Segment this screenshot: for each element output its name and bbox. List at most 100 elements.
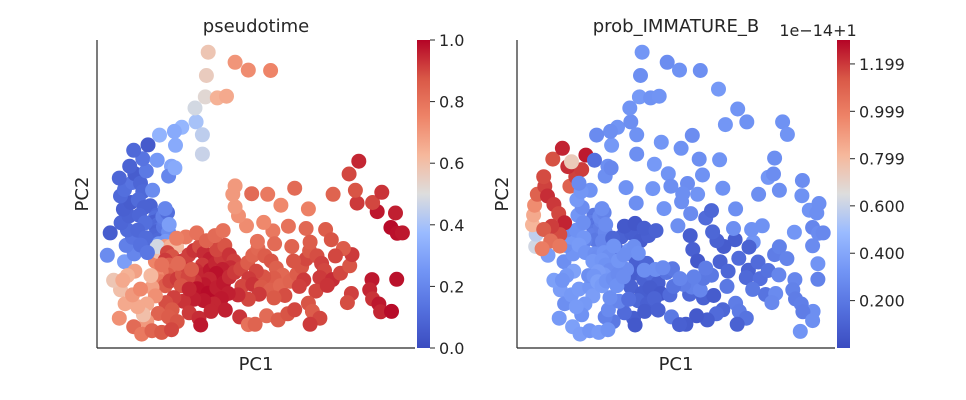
- scatter-point: [111, 310, 127, 326]
- scatter-point: [726, 221, 741, 236]
- colorbar-tick-label: 0.600: [859, 197, 905, 216]
- scatter-point: [170, 255, 186, 271]
- scatter-point: [616, 305, 632, 321]
- scatter-point: [536, 222, 552, 237]
- scatter-point: [157, 201, 173, 217]
- scatter-point: [698, 260, 714, 276]
- scatter-point: [689, 308, 705, 324]
- scatter-point: [792, 323, 808, 339]
- scatter-point: [536, 169, 552, 185]
- scatter-point: [545, 151, 561, 167]
- scatter-point: [794, 173, 810, 188]
- scatter-point: [286, 253, 301, 269]
- scatter-point: [636, 220, 652, 236]
- scatter-point: [775, 114, 791, 130]
- scatter-point: [554, 272, 570, 288]
- scatter-point: [111, 170, 127, 186]
- scatter-point: [374, 184, 390, 200]
- y-axis-label: PC2: [492, 177, 513, 212]
- scatter-point: [684, 127, 700, 143]
- scatter-point: [631, 89, 647, 105]
- scatter-point: [167, 160, 183, 176]
- scatter-point: [705, 224, 721, 240]
- scatter-point: [300, 201, 316, 217]
- scatter-point: [298, 221, 314, 236]
- scatter-point: [102, 225, 118, 241]
- scatter-point: [571, 175, 587, 191]
- colorbar: [837, 40, 850, 348]
- colorbar-tick-label: 0.999: [859, 102, 905, 121]
- scatter-point: [805, 313, 821, 329]
- scatter-point: [149, 152, 165, 168]
- scatter-point: [130, 299, 146, 315]
- colorbar-tick-label: 1.199: [859, 55, 905, 74]
- scatter-point: [627, 317, 643, 333]
- scatter-point: [564, 154, 579, 170]
- scatter-point: [779, 251, 795, 267]
- scatter-point: [692, 63, 708, 78]
- scatter-point: [633, 68, 648, 83]
- scatter-point: [568, 299, 584, 315]
- scatter-point: [267, 236, 283, 252]
- scatter-point: [630, 245, 646, 261]
- scatter-point: [534, 241, 550, 257]
- scatter-point: [587, 152, 602, 168]
- scatter-point: [139, 245, 155, 261]
- scatter-point: [145, 182, 161, 198]
- chart-title: prob_IMMATURE_B: [593, 16, 760, 37]
- scatter-point: [388, 205, 403, 221]
- scatter-point: [663, 178, 679, 194]
- scatter-point: [650, 302, 666, 318]
- scatter-point: [197, 89, 213, 105]
- scatter-point: [720, 263, 736, 279]
- scatter-point: [685, 242, 701, 257]
- scatter-point: [786, 224, 802, 240]
- scatter-point: [347, 182, 363, 198]
- scatter-point: [138, 163, 154, 179]
- scatter-point: [764, 295, 780, 311]
- scatter-point: [656, 201, 672, 217]
- x-axis-label: PC1: [239, 354, 274, 375]
- scatter-point: [634, 44, 650, 60]
- scatter-point: [602, 290, 618, 306]
- scatter-point: [302, 234, 318, 250]
- scatter-point: [280, 218, 296, 234]
- scatter-point: [745, 281, 761, 297]
- colorbar-ticks: 0.200 0.400 0.600 0.799 0.999 1.199: [850, 55, 905, 311]
- scatter-point: [730, 101, 746, 117]
- scatter-point: [217, 302, 233, 318]
- scatter-point: [287, 180, 303, 196]
- colorbar-ticks: 0.0 0.2 0.4 0.6 0.8 1.0: [430, 31, 464, 358]
- colorbar-offset-text: 1e−14+1: [779, 21, 856, 40]
- scatter-point: [164, 322, 179, 338]
- scatter-point: [349, 195, 365, 211]
- panel-pseudotime: pseudotime PC1 PC2 0.0 0.2 0.4 0.6 0.8 1.0: [72, 16, 464, 375]
- scatter-point: [389, 271, 405, 287]
- scatter-point: [600, 302, 616, 318]
- scatter-point: [810, 271, 826, 287]
- scatter-point: [706, 288, 722, 303]
- scatter-point: [194, 127, 210, 143]
- scatter-point: [239, 218, 254, 234]
- scatter-point: [621, 291, 637, 307]
- scatter-point: [739, 114, 755, 130]
- colorbar-tick-label: 0.2: [439, 277, 464, 296]
- scatter-point: [771, 239, 787, 255]
- colorbar-tick-label: 0.4: [439, 216, 464, 235]
- scatter-point: [704, 203, 719, 219]
- scatter-point: [259, 308, 275, 324]
- scatter-point: [373, 304, 389, 320]
- scatter-point: [809, 205, 825, 221]
- scatter-point: [751, 186, 767, 202]
- scatter-point: [738, 270, 754, 286]
- points-group: [525, 44, 831, 342]
- colorbar-tick-label: 0.400: [859, 244, 905, 263]
- scatter-point: [794, 188, 810, 204]
- scatter-point: [660, 166, 676, 182]
- scatter-point: [648, 223, 664, 239]
- scatter-point: [672, 271, 688, 287]
- scatter-point: [554, 140, 570, 156]
- scatter-point: [695, 167, 710, 183]
- scatter-point: [682, 228, 698, 244]
- scatter-point: [284, 239, 300, 254]
